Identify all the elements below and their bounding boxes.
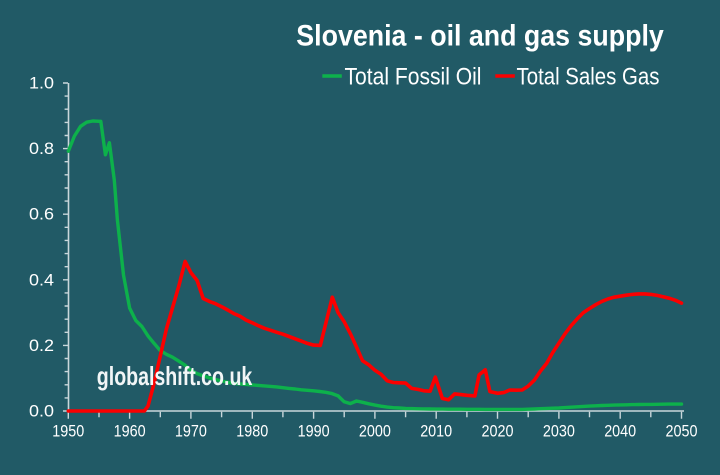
- svg-text:1970: 1970: [175, 423, 207, 441]
- svg-text:0.4: 0.4: [29, 271, 54, 289]
- svg-text:1990: 1990: [298, 423, 330, 441]
- svg-text:0.6: 0.6: [29, 206, 54, 224]
- svg-text:Total Fossil Oil: Total Fossil Oil: [345, 65, 482, 91]
- svg-text:2050: 2050: [666, 423, 698, 441]
- svg-text:2040: 2040: [604, 423, 636, 441]
- svg-text:2030: 2030: [543, 423, 575, 441]
- svg-text:1980: 1980: [236, 423, 268, 441]
- svg-text:1960: 1960: [114, 423, 146, 441]
- svg-text:1950: 1950: [52, 423, 84, 441]
- svg-text:0.8: 0.8: [29, 140, 54, 158]
- svg-text:0.2: 0.2: [29, 337, 54, 355]
- svg-text:1.0: 1.0: [29, 75, 54, 93]
- svg-text:Total Sales Gas: Total Sales Gas: [517, 65, 660, 91]
- svg-text:globalshift.co.uk: globalshift.co.uk: [97, 361, 253, 391]
- svg-text:0.0: 0.0: [29, 403, 54, 421]
- svg-text:2010: 2010: [420, 423, 452, 441]
- svg-text:Slovenia - oil and gas supply: Slovenia - oil and gas supply: [296, 20, 664, 53]
- svg-text:2020: 2020: [482, 423, 514, 441]
- svg-text:2000: 2000: [359, 423, 391, 441]
